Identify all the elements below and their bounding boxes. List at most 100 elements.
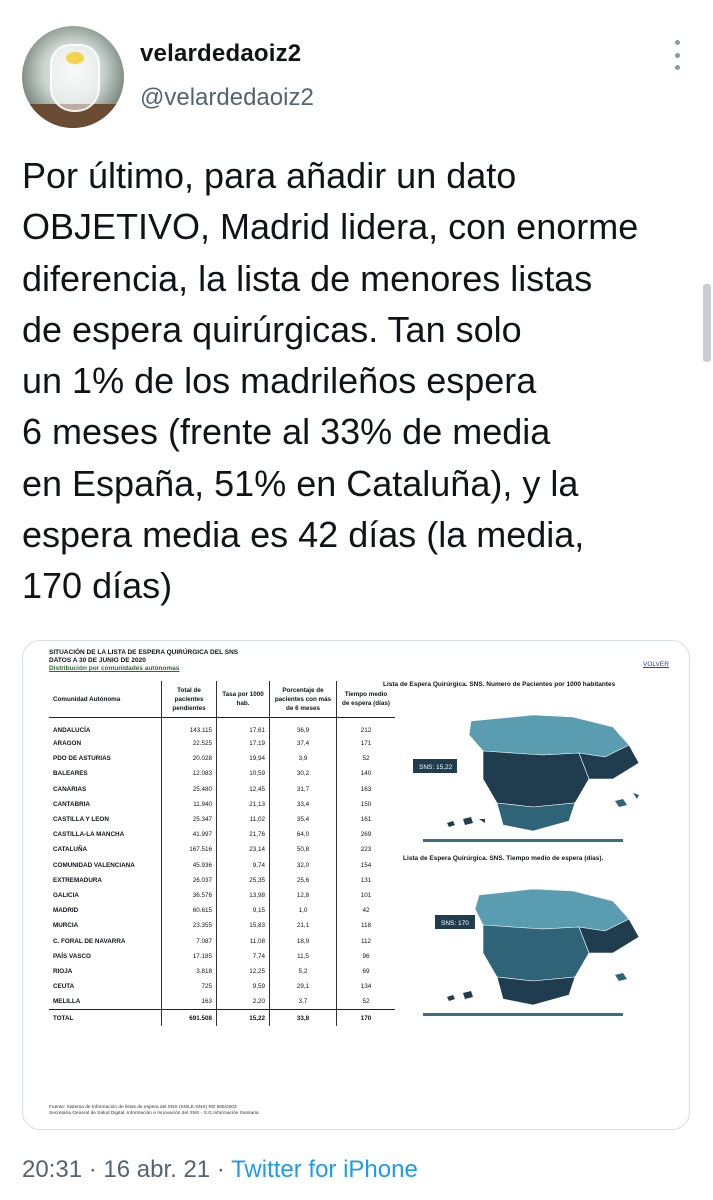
cell-total: 11.940 [161,796,217,812]
cell-total: 36.576 [161,887,217,904]
table-header-days: Tiempo medio de espera (días) [336,681,395,718]
cell-community: CASTILLA Y LEON [53,816,109,824]
cell-total: 17.185 [161,948,217,964]
cell-community: PAÍS VASCO [53,952,91,960]
cell-days: 69 [336,963,395,979]
cell-community: MELILLA [53,998,81,1006]
cell-total: 163 [161,994,217,1010]
map2-title: Lista de Espera Quirúrgica. SNS. Tiempo … [403,855,604,862]
cell-rate: 9,15 [216,903,270,919]
cell-total: 45.936 [161,857,217,873]
user-handle[interactable]: @velardedaoiz2 [140,84,314,111]
cell-percent: 3,9 [269,751,337,767]
tweet-time[interactable]: 20:31 [22,1156,83,1183]
cell-community: CANARIAS [53,785,87,793]
cell-community: ARAGON [53,740,81,748]
cell-total: 41.997 [161,827,217,843]
cell-days: 42 [336,903,395,919]
user-name[interactable]: velardedaoiz2 [140,40,302,67]
tweet-image[interactable]: SITUACIÓN DE LA LISTA DE ESPERA QUIRÚRGI… [22,640,690,1130]
cell-days: 150 [336,796,395,812]
table-row: ARAGON 22.525 17,19 37,4 171 [49,736,395,752]
cell-rate: 12,45 [216,781,270,797]
tweet-date[interactable]: 16 abr. 21 [103,1156,211,1183]
cell-rate: 13,98 [216,887,270,904]
cell-rate: 12,25 [216,963,270,979]
cell-percent: 36,9 [269,717,337,736]
cell-days: 52 [336,751,395,767]
table-row: CEUTA 725 9,59 29,1 134 [49,979,395,995]
cell-rate: 9,59 [216,979,270,995]
map1-scale-bar [423,839,623,842]
cell-percent: 3,7 [269,994,337,1010]
cell-rate: 21,13 [216,796,270,812]
table-row: CASTILLA Y LEON 25.347 11,02 35,4 161 [49,811,395,828]
cell-percent: 64,0 [269,827,337,843]
cell-community: COMUNIDAD VALENCIANA [53,861,135,869]
cell-percent: 33,4 [269,796,337,812]
avatar[interactable] [22,26,124,128]
cell-rate: 21,76 [216,827,270,843]
table-row: RIOJA 3.818 12,25 5,2 69 [49,963,395,979]
scrollbar[interactable] [703,284,711,362]
cell-rate: 25,35 [216,872,270,888]
cell-percent: 33,8 [269,1009,337,1027]
cell-rate: 17,19 [216,736,270,752]
cell-total: 3.818 [161,963,217,979]
cell-rate: 2,20 [216,994,270,1010]
cell-community: C. FORAL DE NAVARRA [53,937,126,945]
map1-title: Lista de Espera Quirúrgica. SNS. Numero … [383,681,616,688]
cell-community: MURCIA [53,922,79,930]
cell-days: 112 [336,933,395,949]
cell-community: TOTAL [49,1009,162,1027]
cell-rate: 15,83 [216,918,270,934]
cell-percent: 35,4 [269,811,337,828]
cell-percent: 31,7 [269,781,337,797]
map1-canarias [447,817,485,827]
map2-catalonia [578,918,640,954]
cell-percent: 29,1 [269,979,337,995]
avatar-lemon [66,52,84,64]
map1-sns-label-box [413,759,457,773]
cell-total: 25.347 [161,811,217,828]
cell-days: 269 [336,827,395,843]
table-row: MADRID 60.615 9,15 1,0 42 [49,903,395,919]
cell-percent: 30,2 [269,766,337,782]
table-row: GALICIA 36.576 13,98 12,8 101 [49,887,395,904]
table-row: MURCIA 23.355 15,83 21,1 118 [49,918,395,934]
document-source: Fuente: Sistema de Información de listas… [49,1105,259,1117]
cell-total: 167.516 [161,842,217,858]
cell-rate: 17,61 [216,717,270,736]
map2-canarias [447,991,473,1001]
cell-rate: 23,14 [216,842,270,858]
cell-community: ANDALUCÍA [53,726,91,734]
map1-center [482,750,590,808]
cell-total: 12.083 [161,766,217,782]
cell-rate: 15,22 [216,1009,270,1027]
map2-scale-bar [423,1013,623,1016]
cell-days: 223 [336,842,395,858]
map2-center [482,924,590,982]
cell-days: 154 [336,857,395,873]
tweet-source-app[interactable]: Twitter for iPhone [231,1156,418,1183]
map1-south [496,802,576,832]
cell-days: 170 [336,1009,395,1027]
cell-days: 52 [336,994,395,1010]
table-row: C. FORAL DE NAVARRA 7.087 11,08 18,9 112 [49,933,395,949]
cell-community: GALICIA [53,891,79,899]
cell-total: 143.115 [161,717,217,736]
cell-community: CASTILLA-LA MANCHA [53,831,125,839]
more-options-icon[interactable] [670,40,684,70]
table-row: CASTILLA-LA MANCHA 41.997 21,76 64,0 269 [49,827,395,843]
cell-percent: 18,9 [269,933,337,949]
table-row: COMUNIDAD VALENCIANA 45.936 9,74 32,0 154 [49,857,395,873]
table-header-total: Total de pacientes pendientes [161,681,217,718]
map2-sns-label-box [435,915,475,929]
cell-community: CEUTA [53,983,75,991]
map2-north [474,888,630,932]
cell-community: CANTABRIA [53,800,90,808]
map2-islands [615,973,627,981]
cell-rate: 7,74 [216,948,270,964]
cell-percent: 32,0 [269,857,337,873]
table-row: EXTREMADURA 26.037 25,35 25,6 131 [49,872,395,888]
